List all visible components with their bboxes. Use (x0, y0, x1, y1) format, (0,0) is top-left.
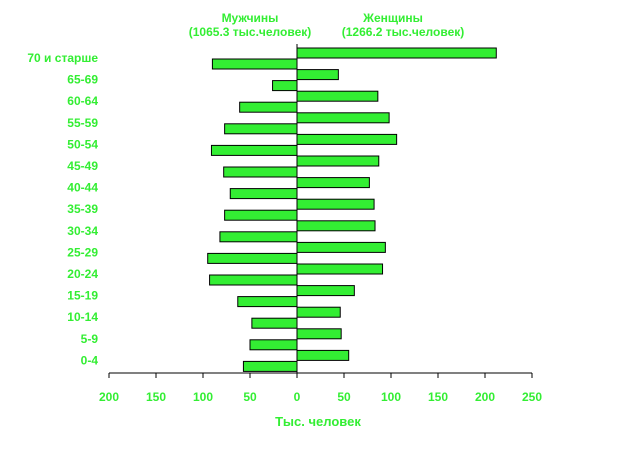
bar-female-9 (296, 241, 386, 253)
x-tick-label: 100 (381, 390, 401, 404)
bar-female-0 (296, 47, 497, 59)
x-tick-label: 200 (475, 390, 495, 404)
x-tick-label: 250 (522, 390, 542, 404)
x-tick-label: 150 (428, 390, 448, 404)
title-right-line1: Женщины (362, 11, 423, 25)
bar-female-11 (296, 285, 355, 297)
x-tick-label: 0 (294, 390, 301, 404)
category-label: 5-9 (81, 332, 99, 346)
title-left-line1: Мужчины (222, 11, 279, 25)
bar-female-6 (296, 177, 370, 189)
bar-female-1 (296, 69, 339, 81)
bar-female-4 (296, 133, 398, 145)
bar-male-5 (223, 166, 298, 178)
x-tick-label: 50 (243, 390, 257, 404)
title-right-line2: (1266.2 тыс.человек) (342, 25, 465, 39)
category-label: 20-24 (67, 267, 98, 281)
bar-female-14 (296, 349, 350, 361)
bar-male-13 (249, 339, 298, 351)
bar-female-7 (296, 198, 375, 210)
bar-female-2 (296, 90, 379, 102)
bar-female-13 (296, 328, 342, 340)
category-labels: 70 и старше 65-69 60-64 55-59 50-54 45-49 40-4… (27, 51, 98, 367)
bar-female-3 (296, 112, 390, 124)
bar-male-0 (211, 58, 298, 70)
bar-female-12 (296, 306, 341, 318)
x-tick-label: 150 (146, 390, 166, 404)
bar-male-1 (272, 80, 298, 92)
bar-male-7 (224, 209, 298, 221)
bar-male-6 (229, 188, 298, 200)
bar-male-4 (210, 144, 298, 156)
category-label: 10-14 (67, 310, 98, 324)
x-axis: 200 150 100 50 0 50 100 150 200 250 (99, 44, 542, 404)
x-tick-label: 50 (337, 390, 351, 404)
category-label: 55-59 (67, 116, 98, 130)
bar-female-10 (296, 263, 384, 275)
bar-male-3 (224, 123, 298, 135)
title-left-line2: (1065.3 тыс.человек) (189, 25, 312, 39)
category-label: 60-64 (67, 94, 98, 108)
category-label: 15-19 (67, 289, 98, 303)
category-label: 35-39 (67, 202, 98, 216)
category-label: 25-29 (67, 245, 98, 259)
bar-male-14 (242, 360, 298, 372)
category-label: 0-4 (81, 353, 99, 367)
bar-male-2 (239, 101, 298, 113)
category-label: 45-49 (67, 159, 98, 173)
bar-female-5 (296, 155, 380, 167)
category-label: 40-44 (67, 181, 98, 195)
bar-male-9 (207, 252, 298, 264)
category-label: 65-69 (67, 73, 98, 87)
x-tick-label: 200 (99, 390, 119, 404)
bar-male-12 (251, 317, 298, 329)
bar-male-10 (209, 274, 298, 286)
category-label: 70 и старше (27, 51, 98, 65)
bars-group (207, 47, 497, 372)
bar-female-8 (296, 220, 376, 232)
category-label: 30-34 (67, 224, 98, 238)
category-label: 50-54 (67, 137, 98, 151)
x-axis-label: Тыс. человек (275, 414, 361, 429)
bar-male-11 (237, 296, 298, 308)
bar-male-8 (219, 231, 298, 243)
x-tick-label: 100 (193, 390, 213, 404)
